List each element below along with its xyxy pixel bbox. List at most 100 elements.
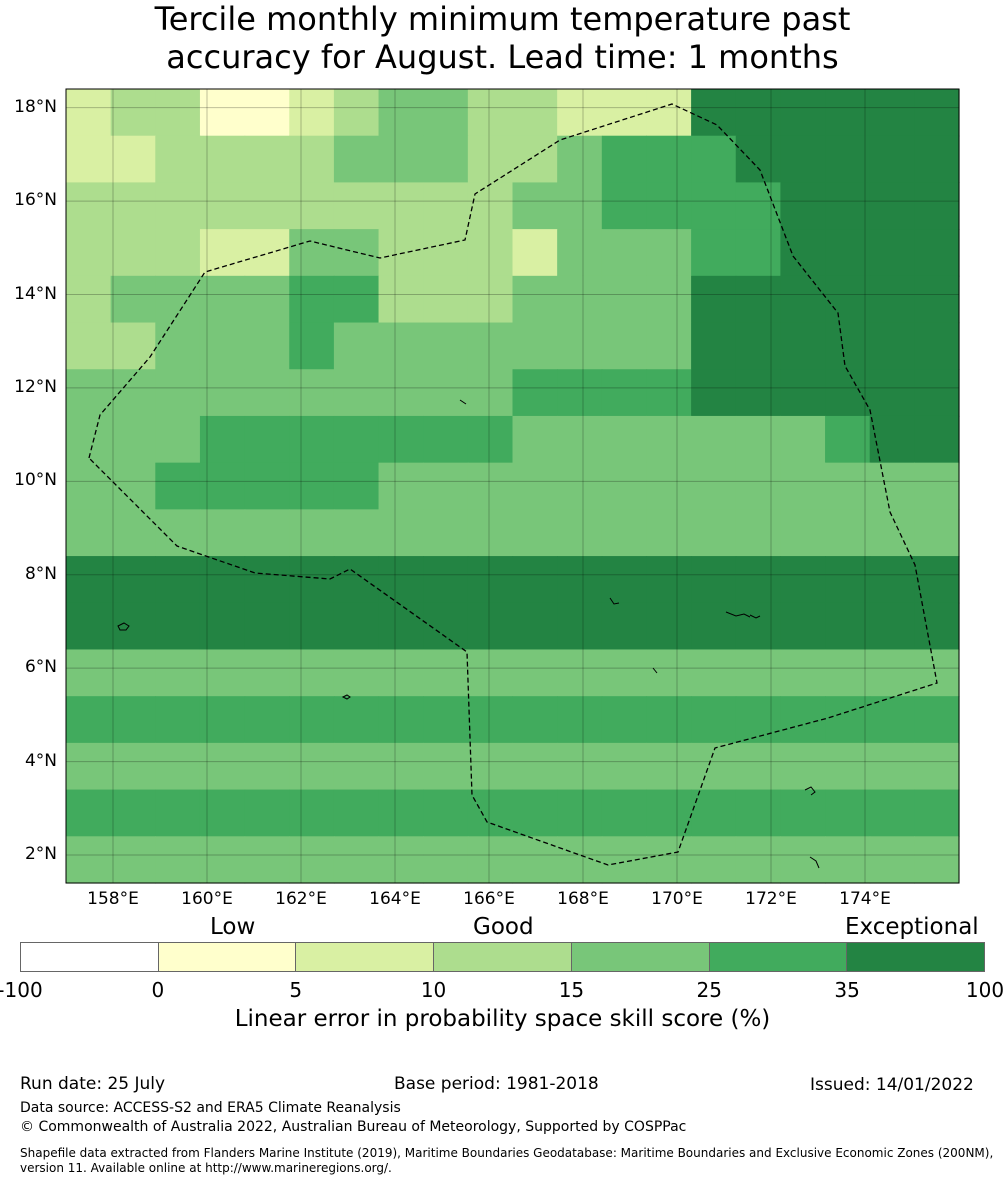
islands [117, 399, 820, 869]
grid-cell [378, 509, 424, 557]
grid-cell [735, 602, 781, 651]
grid-cell [467, 229, 514, 277]
grid-cell [244, 602, 290, 651]
grid-cell [155, 836, 201, 884]
title-line-1: Tercile monthly minimum temperature past [154, 0, 851, 38]
grid-cell [378, 89, 424, 137]
grid-cell [467, 649, 514, 697]
grid-cell [199, 742, 246, 791]
grid-cell [825, 229, 871, 277]
grid-cell [914, 182, 960, 230]
grid-cell [780, 742, 826, 791]
grid-cell [557, 322, 603, 370]
grid-cell [691, 836, 737, 884]
grid-cell [557, 369, 603, 417]
grid-cell [914, 89, 960, 137]
colorbar-segment [709, 943, 848, 971]
data-source: Data source: ACCESS-S2 and ERA5 Climate … [20, 1100, 401, 1116]
grid-cell [66, 602, 112, 651]
grid-cell [601, 602, 648, 651]
grid-cell [199, 649, 246, 697]
grid-cell [378, 369, 424, 417]
grid-cell [825, 742, 871, 791]
grid-cell [601, 556, 648, 604]
grid-cell [601, 182, 648, 230]
grid-cell [691, 275, 737, 324]
grid-cell [155, 135, 201, 184]
grid-cell [244, 415, 290, 464]
lat-label: 10°N [14, 470, 57, 491]
grid-cell [199, 135, 246, 184]
grid-cell [66, 135, 112, 184]
grid-cell [601, 415, 648, 464]
lat-label: 16°N [14, 190, 57, 211]
lon-label: 162°E [275, 889, 327, 909]
grid-cell [244, 322, 290, 370]
grid-cell [646, 89, 692, 137]
grid-cell [601, 369, 648, 417]
grid-cell [512, 696, 558, 744]
grid-cell [557, 696, 603, 744]
colorbar-tick-label: 35 [834, 978, 860, 1002]
grid-cell [423, 696, 469, 744]
grid-cell [691, 229, 737, 277]
grid-cell [646, 602, 692, 651]
grid-cell [780, 789, 826, 837]
grid-cell [825, 369, 871, 417]
grid-cell [557, 182, 603, 230]
grid-cell [378, 182, 424, 230]
grid-cell [646, 369, 692, 417]
grid-cell [646, 509, 692, 557]
grid-cell [512, 182, 558, 230]
grid-cell [423, 322, 469, 370]
grid-cell [423, 742, 469, 791]
grid-cell [244, 836, 290, 884]
run-date: Run date: 25 July [20, 1074, 166, 1094]
grid-cell [646, 789, 692, 837]
grid-cell [333, 369, 380, 417]
grid-cell [333, 322, 380, 370]
grid-cell [110, 89, 156, 137]
lat-label: 14°N [14, 283, 57, 304]
grid-cell [155, 556, 201, 604]
lon-label: 160°E [181, 889, 233, 909]
copyright: © Commonwealth of Australia 2022, Austra… [20, 1119, 687, 1135]
grid-cell [914, 556, 960, 604]
grid-cell [467, 742, 514, 791]
grid-cell [378, 229, 424, 277]
colorbar-tick-label: 15 [558, 978, 585, 1002]
grid-cell [423, 182, 469, 230]
grid-cell [199, 182, 246, 230]
grid-cell [244, 696, 290, 744]
grid-cell [780, 182, 826, 230]
lat-label: 2°N [24, 843, 57, 864]
lon-label: 172°E [745, 889, 797, 909]
grid-cell [601, 89, 648, 137]
grid-cell [423, 556, 469, 604]
grid-cell [467, 89, 514, 137]
grid-cell [512, 415, 558, 464]
grid-cell [601, 322, 648, 370]
grid-cell [244, 135, 290, 184]
grid-cell [735, 696, 781, 744]
grid-cell [66, 742, 112, 791]
lat-label: 6°N [24, 657, 57, 678]
grid-cell [601, 836, 648, 884]
grid-cell [467, 135, 514, 184]
grid-cell [378, 836, 424, 884]
grid-cell [378, 789, 424, 837]
grid-cell [66, 89, 112, 137]
grid-cell [825, 415, 871, 464]
grid-cell [378, 602, 424, 651]
grid-cell [333, 415, 380, 464]
grid-cell [289, 789, 335, 837]
grid-cell [557, 229, 603, 277]
grid-cell [869, 836, 915, 884]
grid-cell [199, 696, 246, 744]
grid-cell [825, 602, 871, 651]
map-title: Tercile monthly minimum temperature past… [0, 0, 1005, 76]
grid-cell [155, 789, 201, 837]
grid-cell [244, 229, 290, 277]
grid-cell [199, 556, 246, 604]
